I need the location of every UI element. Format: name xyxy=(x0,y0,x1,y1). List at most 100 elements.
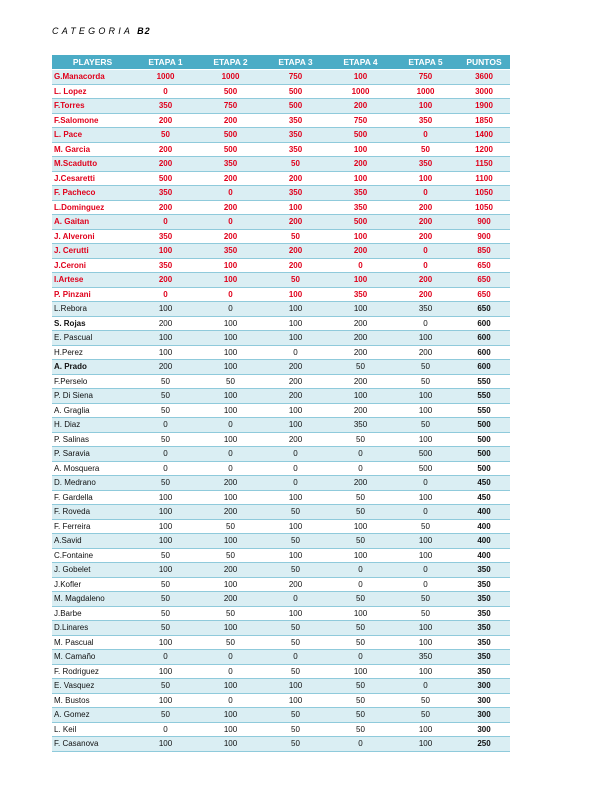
etapa-2-cell: 100 xyxy=(198,490,263,505)
player-cell: J.Ceroni xyxy=(52,258,133,273)
player-cell: J.Barbe xyxy=(52,606,133,621)
etapa-5-cell: 750 xyxy=(393,69,458,85)
etapa-2-cell: 100 xyxy=(198,533,263,549)
etapa-2-cell: 0 xyxy=(198,214,263,230)
etapa-5-cell: 100 xyxy=(393,620,458,636)
etapa-2-cell: 200 xyxy=(198,475,263,491)
etapa-5-cell: 0 xyxy=(393,185,458,201)
etapa-5-cell: 0 xyxy=(393,678,458,694)
etapa-1-cell: 100 xyxy=(133,301,198,317)
etapa-4-cell: 50 xyxy=(328,722,393,737)
table-row: S. Rojas 200 100 100 200 0 600 xyxy=(52,316,510,331)
etapa-5-cell: 200 xyxy=(393,200,458,215)
etapa-4-cell: 0 xyxy=(328,649,393,665)
etapa-3-cell: 500 xyxy=(263,84,328,99)
player-cell: F. Roveda xyxy=(52,504,133,520)
etapa-4-cell: 200 xyxy=(328,98,393,114)
etapa-4-cell: 50 xyxy=(328,591,393,607)
etapa-3-cell: 100 xyxy=(263,301,328,317)
player-cell: C.Fontaine xyxy=(52,548,133,563)
etapa-5-cell: 350 xyxy=(393,301,458,317)
etapa-5-cell: 0 xyxy=(393,475,458,491)
etapa-5-cell: 50 xyxy=(393,374,458,389)
etapa-1-cell: 50 xyxy=(133,548,198,563)
puntos-cell: 500 xyxy=(458,446,510,462)
player-cell: J.Cesaretti xyxy=(52,171,133,186)
player-cell: L.Dominguez xyxy=(52,200,133,215)
etapa-5-cell: 350 xyxy=(393,113,458,128)
etapa-3-cell: 50 xyxy=(263,272,328,288)
player-cell: L. Pace xyxy=(52,127,133,143)
etapa-3-cell: 100 xyxy=(263,548,328,563)
col-header-puntos: PUNTOS xyxy=(458,55,510,70)
etapa-2-cell: 200 xyxy=(198,200,263,215)
puntos-cell: 500 xyxy=(458,417,510,433)
etapa-1-cell: 350 xyxy=(133,185,198,201)
etapa-5-cell: 200 xyxy=(393,229,458,244)
puntos-cell: 350 xyxy=(458,606,510,621)
player-cell: P. Pinzani xyxy=(52,287,133,302)
table-row: L. Lopez 0 500 500 1000 1000 3000 xyxy=(52,84,510,99)
player-cell: A. Graglia xyxy=(52,403,133,418)
etapa-1-cell: 100 xyxy=(133,330,198,346)
etapa-1-cell: 200 xyxy=(133,316,198,331)
etapa-2-cell: 100 xyxy=(198,258,263,273)
etapa-5-cell: 0 xyxy=(393,562,458,578)
etapa-4-cell: 200 xyxy=(328,330,393,346)
etapa-5-cell: 100 xyxy=(393,722,458,737)
etapa-4-cell: 200 xyxy=(328,374,393,389)
puntos-cell: 3600 xyxy=(458,69,510,85)
player-cell: M. Magdaleno xyxy=(52,591,133,607)
player-cell: F.Perselo xyxy=(52,374,133,389)
etapa-2-cell: 100 xyxy=(198,577,263,592)
puntos-cell: 600 xyxy=(458,330,510,346)
etapa-3-cell: 200 xyxy=(263,388,328,404)
etapa-3-cell: 0 xyxy=(263,345,328,360)
table-row: F. Casanova 100 100 50 0 100 250 xyxy=(52,736,510,752)
table-row: J.Cesaretti 500 200 200 100 100 1100 xyxy=(52,171,510,186)
etapa-2-cell: 1000 xyxy=(198,69,263,85)
table-row: P. Salinas 50 100 200 50 100 500 xyxy=(52,432,510,447)
puntos-cell: 550 xyxy=(458,388,510,404)
etapa-1-cell: 350 xyxy=(133,229,198,244)
etapa-2-cell: 100 xyxy=(198,678,263,694)
table-row: P. Saravia 0 0 0 0 500 500 xyxy=(52,446,510,462)
etapa-5-cell: 100 xyxy=(393,432,458,447)
etapa-3-cell: 350 xyxy=(263,185,328,201)
etapa-1-cell: 100 xyxy=(133,519,198,534)
table-row: A. Graglia 50 100 100 200 100 550 xyxy=(52,403,510,418)
puntos-cell: 300 xyxy=(458,678,510,694)
etapa-5-cell: 50 xyxy=(393,707,458,723)
puntos-cell: 1850 xyxy=(458,113,510,128)
etapa-3-cell: 200 xyxy=(263,432,328,447)
etapa-5-cell: 0 xyxy=(393,577,458,592)
etapa-5-cell: 100 xyxy=(393,635,458,650)
etapa-4-cell: 50 xyxy=(328,504,393,520)
etapa-2-cell: 100 xyxy=(198,403,263,418)
etapa-4-cell: 100 xyxy=(328,142,393,157)
puntos-cell: 550 xyxy=(458,374,510,389)
etapa-3-cell: 200 xyxy=(263,243,328,259)
etapa-2-cell: 750 xyxy=(198,98,263,114)
etapa-2-cell: 0 xyxy=(198,649,263,665)
etapa-4-cell: 200 xyxy=(328,243,393,259)
ranking-table: PLAYERS ETAPA 1 ETAPA 2 ETAPA 3 ETAPA 4 … xyxy=(52,55,510,752)
puntos-cell: 500 xyxy=(458,432,510,447)
table-row: F.Perselo 50 50 200 200 50 550 xyxy=(52,374,510,389)
etapa-1-cell: 100 xyxy=(133,693,198,708)
etapa-2-cell: 200 xyxy=(198,171,263,186)
etapa-2-cell: 200 xyxy=(198,229,263,244)
etapa-5-cell: 50 xyxy=(393,591,458,607)
etapa-2-cell: 0 xyxy=(198,664,263,679)
player-cell: M. Garcia xyxy=(52,142,133,157)
etapa-3-cell: 50 xyxy=(263,156,328,172)
etapa-1-cell: 100 xyxy=(133,490,198,505)
etapa-1-cell: 50 xyxy=(133,388,198,404)
etapa-3-cell: 50 xyxy=(263,229,328,244)
col-header-players: PLAYERS xyxy=(52,55,133,70)
etapa-4-cell: 0 xyxy=(328,562,393,578)
etapa-2-cell: 0 xyxy=(198,461,263,476)
etapa-4-cell: 350 xyxy=(328,185,393,201)
table-row: E. Vasquez 50 100 100 50 0 300 xyxy=(52,678,510,694)
title-code: B2 xyxy=(137,26,151,36)
